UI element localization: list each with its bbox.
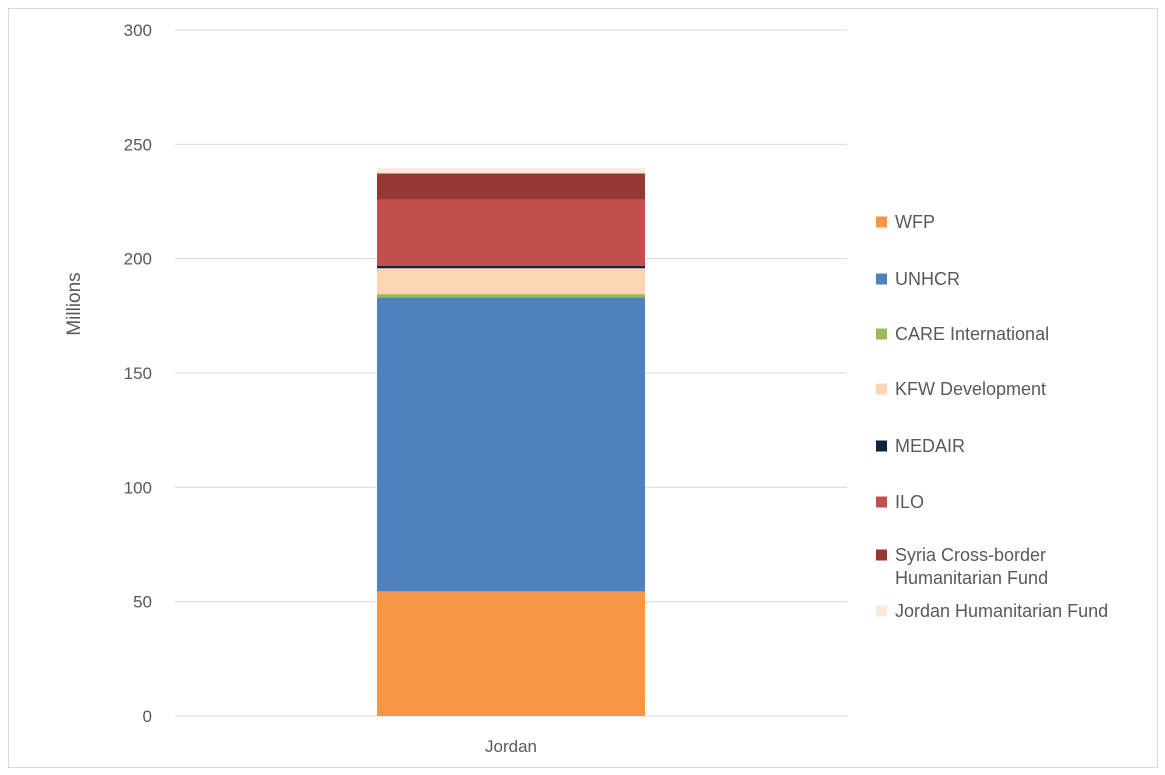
bar-segment-kfw-development: [377, 268, 645, 295]
y-tick-label: 300: [124, 21, 152, 40]
bar-segment-medair: [377, 265, 645, 269]
legend-swatch-unhcr: [876, 273, 887, 285]
y-tick-label: 250: [124, 135, 152, 154]
y-tick-label: 0: [143, 707, 152, 726]
bar-segment-unhcr: [377, 297, 645, 592]
legend: WFP UNHCR CARE International KFW Developmen…: [876, 212, 1108, 621]
bar-segment-wfp: [377, 591, 645, 716]
y-tick-label: 200: [124, 250, 152, 269]
legend-label-kfw-development: KFW Development: [895, 379, 1046, 399]
legend-label-jordan-humanitarian-fund: Jordan Humanitarian Fund: [895, 601, 1108, 621]
legend-label-syria-cross-border-humanitarian-fund: Syria Cross-border Humanitarian Fund: [895, 545, 1048, 588]
bar-segment-ilo: [377, 199, 645, 266]
legend-swatch-jordan-humanitarian-fund: [876, 605, 887, 617]
bar-segment-care-international: [377, 294, 645, 298]
y-axis-ticks: 0 50 100 150 200 250 300: [124, 21, 152, 726]
legend-label-ilo: ILO: [895, 492, 924, 512]
legend-label-medair: MEDAIR: [895, 436, 965, 456]
legend-label-unhcr: UNHCR: [895, 269, 960, 289]
y-tick-label: 50: [133, 593, 152, 612]
x-tick-label: Jordan: [485, 737, 537, 756]
legend-swatch-medair: [876, 440, 887, 452]
y-tick-label: 150: [124, 364, 152, 383]
x-axis-ticks: Jordan: [485, 737, 537, 756]
y-tick-label: 100: [124, 478, 152, 497]
legend-swatch-wfp: [876, 216, 887, 228]
bar-segment-jordan-humanitarian-fund: [377, 168, 645, 174]
legend-label-care-international: CARE International: [895, 324, 1049, 344]
bars: [377, 168, 645, 716]
legend-swatch-ilo: [876, 496, 887, 508]
bar-segment-syria-cross-border-humanitarian-fund: [377, 173, 645, 200]
legend-swatch-kfw-development: [876, 383, 887, 395]
legend-swatch-care-international: [876, 328, 887, 340]
y-axis-title: Millions: [64, 272, 85, 335]
legend-swatch-syria-cross-border-humanitarian-fund: [876, 549, 887, 561]
legend-label-wfp: WFP: [895, 212, 935, 232]
